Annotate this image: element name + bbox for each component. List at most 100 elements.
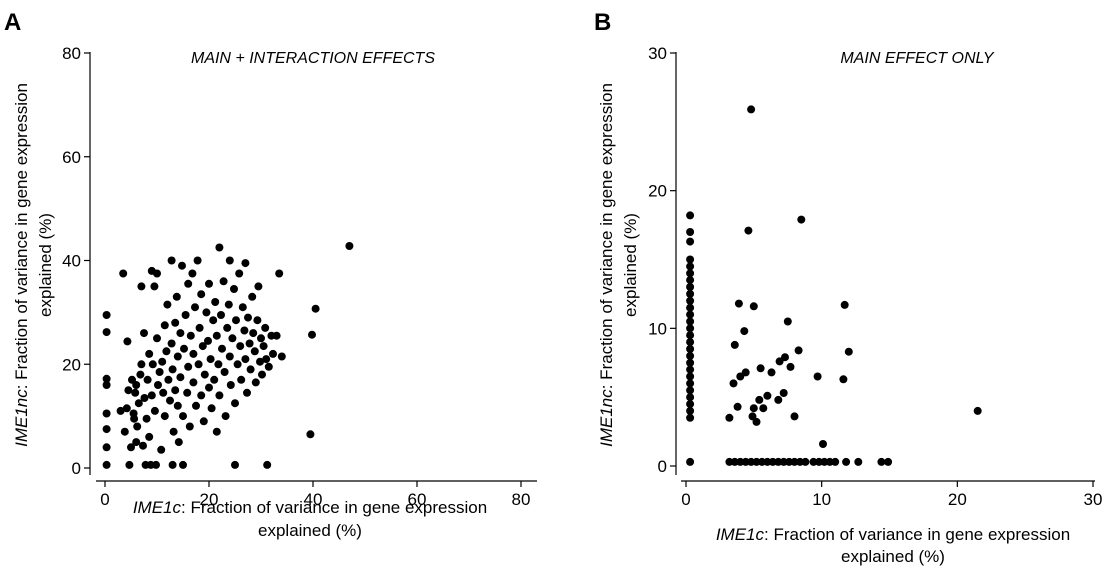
scatter-point — [133, 422, 142, 431]
scatter-point — [248, 292, 257, 301]
scatter-point — [137, 360, 146, 369]
scatter-point — [122, 404, 131, 413]
scatter-point — [767, 368, 776, 377]
panel-a: A MAIN + INTERACTION EFFECTS 0 20 40 60 … — [4, 9, 537, 540]
scatter-point — [218, 344, 226, 353]
panel-b-y-tick-label: 20 — [648, 182, 667, 201]
scatter-point — [241, 259, 250, 268]
scatter-point — [150, 282, 159, 291]
scatter-point — [244, 313, 252, 322]
scatter-point — [763, 391, 772, 400]
scatter-point — [686, 324, 695, 333]
panel-b-y-axis-label-line2: explained (%) — [621, 213, 640, 317]
scatter-point — [224, 300, 233, 309]
scatter-point — [140, 329, 148, 338]
scatter-point — [251, 378, 260, 387]
scatter-point — [686, 351, 695, 360]
panel-a-y-axis-label-group: IME1nc: Fraction of variance in gene exp… — [12, 83, 55, 447]
scatter-point — [741, 368, 750, 377]
scatter-point — [740, 327, 749, 336]
scatter-point — [686, 372, 695, 381]
panel-a-x-axis-label-line2: explained (%) — [258, 521, 362, 540]
scatter-point — [130, 414, 139, 423]
scatter-point — [240, 326, 249, 335]
panel-a-y-ticks: 0 20 40 60 80 — [62, 44, 90, 478]
panel-a-y-tick-label: 40 — [62, 252, 81, 271]
panel-a-y-axis-label-line2: explained (%) — [36, 213, 55, 317]
scatter-point — [308, 330, 316, 339]
scatter-point — [134, 399, 143, 408]
scatter-point — [277, 352, 286, 361]
scatter-point — [191, 303, 199, 312]
scatter-point — [272, 331, 281, 340]
scatter-point — [102, 409, 111, 418]
scatter-point — [259, 342, 268, 351]
scatter-point — [783, 317, 792, 326]
scatter-point — [243, 388, 251, 397]
scatter-point — [150, 406, 159, 415]
scatter-point — [779, 389, 788, 397]
scatter-point — [155, 368, 164, 376]
scatter-point — [819, 440, 827, 448]
scatter-point — [686, 365, 695, 374]
scatter-point — [755, 395, 764, 404]
panel-b-x-ticks: 0 10 20 30 — [681, 481, 1102, 509]
scatter-point — [197, 290, 206, 299]
scatter-point — [686, 283, 695, 291]
panel-a-x-axis-text: : Fraction of variance in gene expressio… — [181, 498, 487, 517]
scatter-point — [686, 255, 695, 264]
scatter-point — [185, 422, 194, 431]
panel-b-x-axis-label: IME1c: Fraction of variance in gene expr… — [716, 525, 1070, 544]
scatter-point — [686, 358, 695, 367]
scatter-point — [159, 388, 168, 397]
scatter-point — [145, 432, 154, 441]
panel-a-letter: A — [4, 9, 21, 36]
scatter-point — [125, 460, 134, 469]
scatter-point — [198, 342, 207, 351]
scatter-point — [264, 362, 273, 371]
scatter-point — [206, 355, 215, 364]
panel-a-x-axis-label: IME1c: Fraction of variance in gene expr… — [133, 498, 487, 517]
scatter-point — [790, 457, 799, 466]
scatter-point — [136, 370, 145, 379]
scatter-point — [160, 321, 169, 330]
scatter-point — [686, 276, 695, 285]
panel-a-x-tick-label: 80 — [512, 490, 531, 509]
scatter-point — [171, 318, 180, 327]
scatter-point — [233, 360, 242, 369]
panel-a-x-tick-label: 0 — [100, 490, 109, 509]
scatter-point — [686, 406, 695, 415]
scatter-point — [749, 302, 758, 311]
scatter-point — [228, 334, 237, 343]
scatter-point — [132, 381, 141, 389]
scatter-point — [840, 300, 849, 309]
scatter-point — [756, 364, 765, 373]
scatter-point — [119, 269, 128, 278]
scatter-point — [157, 445, 166, 454]
scatter-point — [102, 443, 111, 452]
scatter-point — [212, 331, 221, 340]
panel-a-x-tick-label: 40 — [304, 490, 323, 509]
scatter-point — [199, 417, 208, 426]
scatter-point — [686, 262, 695, 271]
scatter-point — [214, 360, 223, 369]
scatter-point — [844, 347, 853, 356]
scatter-point — [831, 457, 840, 466]
scatter-point — [786, 362, 795, 371]
scatter-point — [345, 242, 354, 250]
scatter-point — [258, 370, 266, 379]
scatter-point — [174, 438, 183, 447]
scatter-point — [809, 457, 818, 466]
panel-a-y-tick-label: 80 — [62, 44, 81, 63]
scatter-point — [263, 460, 272, 469]
scatter-point — [225, 352, 234, 361]
panel-a-x-tick-label: 20 — [200, 490, 219, 509]
scatter-point — [176, 373, 185, 382]
scatter-point — [725, 413, 734, 422]
scatter-point — [158, 357, 167, 366]
scatter-point — [231, 399, 239, 408]
scatter-point — [797, 215, 806, 224]
scatter-point — [202, 308, 211, 317]
scatter-point — [207, 404, 216, 413]
scatter-point — [686, 379, 695, 388]
